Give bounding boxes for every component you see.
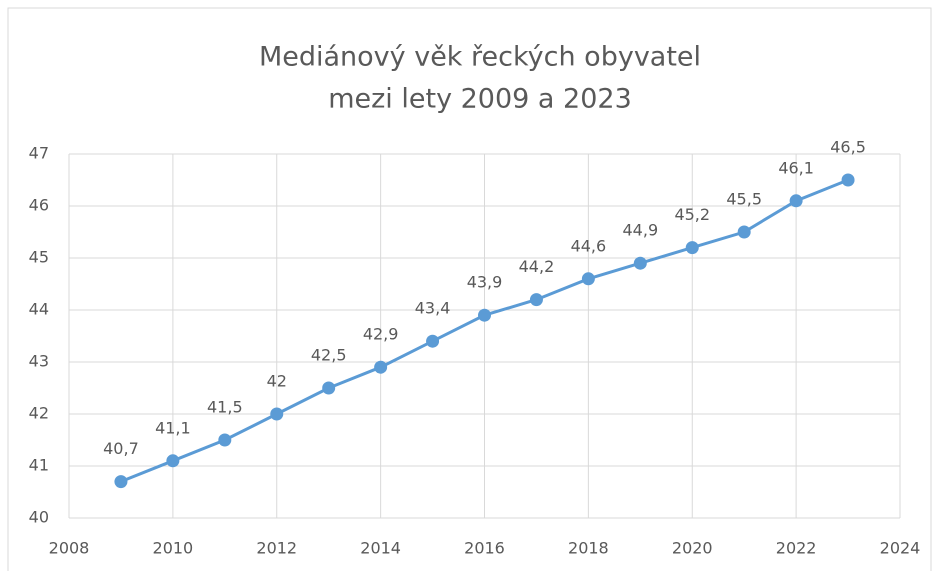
y-tick-label: 44	[29, 300, 49, 319]
point	[322, 381, 336, 395]
y-tick-label: 43	[29, 352, 49, 371]
data-label: 45,2	[674, 205, 710, 224]
point	[737, 225, 751, 239]
point	[374, 360, 388, 374]
data-label: 44,2	[519, 257, 555, 276]
y-tick-label: 40	[29, 508, 49, 527]
point	[633, 256, 647, 270]
point	[426, 334, 440, 348]
point	[478, 308, 491, 322]
point	[529, 293, 543, 307]
data-label: 44,9	[623, 221, 659, 240]
x-tick-label: 2008	[49, 539, 90, 558]
chart-border	[7, 7, 932, 571]
x-tick-label: 2012	[256, 539, 297, 558]
data-label: 45,5	[726, 190, 762, 209]
point	[166, 454, 180, 468]
data-label: 42,5	[311, 346, 347, 365]
y-tick-label: 47	[29, 144, 49, 163]
x-tick-label: 2022	[776, 539, 817, 558]
data-label: 40,7	[103, 439, 139, 458]
data-label: 43,9	[467, 273, 503, 292]
data-label: 41,5	[207, 398, 243, 417]
data-label: 46,5	[830, 138, 866, 157]
data-label: 43,4	[415, 299, 451, 318]
chart-title: mezi lety 2009 a 2023	[328, 84, 632, 115]
point	[218, 433, 232, 447]
data-label: 41,1	[155, 418, 191, 437]
x-tick-label: 2016	[464, 539, 505, 558]
point	[789, 194, 803, 208]
data-label: 46,1	[778, 158, 814, 177]
y-tick-label: 46	[29, 196, 49, 215]
chart-title: Mediánový věk řeckých obyvatel	[259, 42, 701, 73]
point	[114, 475, 128, 489]
data-label: 44,6	[571, 236, 607, 255]
y-tick-label: 42	[29, 404, 49, 423]
point	[581, 272, 595, 286]
x-tick-label: 2018	[568, 539, 609, 558]
x-tick-label: 2024	[880, 539, 921, 558]
y-tick-label: 41	[29, 456, 49, 475]
data-label: 42,9	[363, 325, 399, 344]
y-tick-label: 45	[29, 248, 49, 267]
point	[685, 241, 699, 255]
x-tick-label: 2014	[360, 539, 401, 558]
x-tick-label: 2010	[153, 539, 194, 558]
point	[270, 407, 284, 421]
x-tick-label: 2020	[672, 539, 713, 558]
data-label: 42	[267, 372, 287, 391]
point	[841, 173, 855, 187]
